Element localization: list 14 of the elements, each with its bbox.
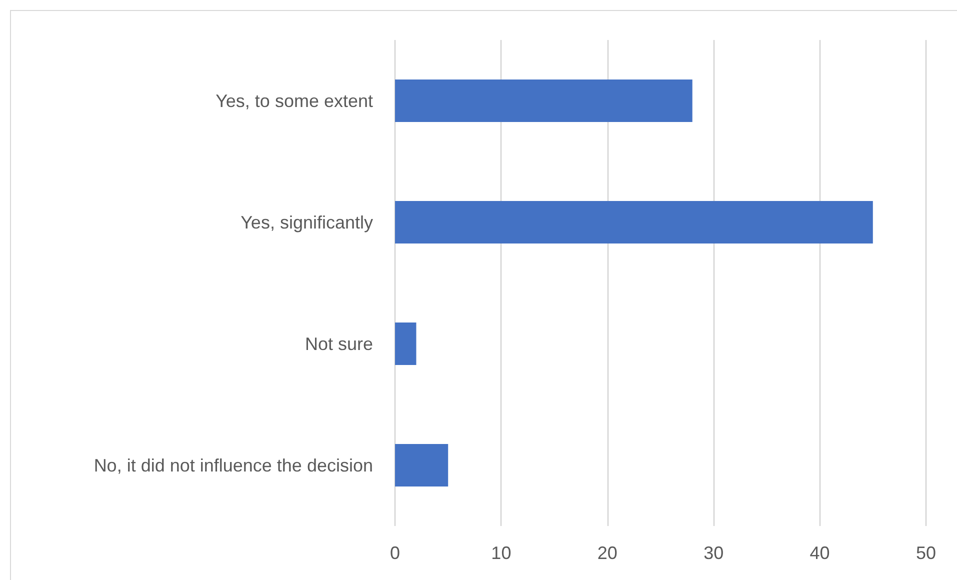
y-tick-label: Not sure (304, 334, 373, 354)
bar (395, 444, 448, 487)
x-tick-label: 30 (704, 543, 724, 563)
y-tick-label: Yes, significantly (240, 212, 373, 232)
y-tick-label: Yes, to some extent (216, 90, 373, 111)
y-tick-label: No, it did not influence the decision (94, 455, 373, 476)
bar (395, 79, 692, 122)
x-tick-label: 50 (916, 543, 936, 563)
x-tick-label: 0 (390, 543, 400, 563)
bar (395, 322, 416, 366)
bar (395, 200, 873, 244)
x-tick-label: 20 (597, 543, 618, 563)
x-tick-label: 10 (491, 543, 512, 563)
x-tick-label: 40 (810, 543, 830, 563)
